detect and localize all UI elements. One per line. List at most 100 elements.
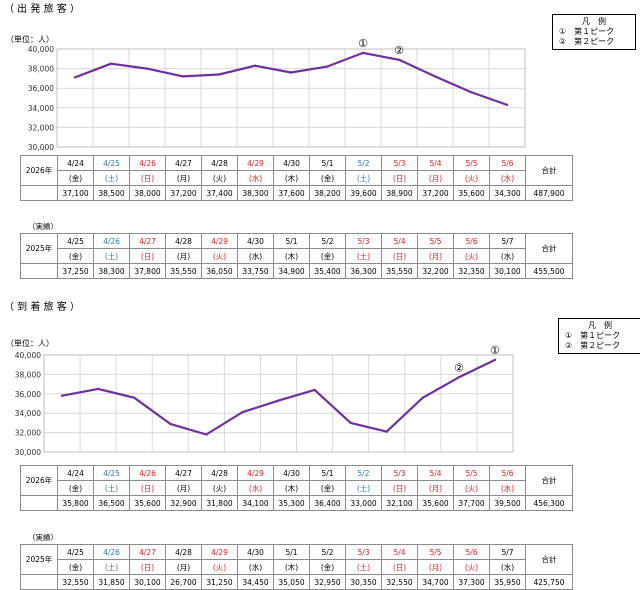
weekday-cell: (土) [345,480,382,496]
date-cell: 4/27 [129,544,166,560]
value-cell: 34,100 [237,495,274,511]
value-cell: 33,750 [237,263,274,279]
y-tick-label: 36,000 [28,84,54,93]
legend-item-peak-1: ① 第１ピーク [559,27,615,36]
weekday-cell: (金) [57,559,94,575]
value-cell: 32,350 [453,263,490,279]
date-cell: 5/3 [345,544,382,560]
arrival-2025-table: 2025年 4/25 4/26 4/27 4/28 4/29 4/30 5/1 5/2 5/3 5/… [20,544,573,590]
date-cell: 4/28 [165,544,202,560]
weekday-cell: (土) [93,480,130,496]
departure-section-title: （ 出 発 旅 客 ） [4,4,80,15]
value-cell: 32,550 [57,574,94,590]
data-point [349,421,352,425]
value-cell: 35,600 [129,495,166,511]
blank-cell [20,574,58,590]
total-value-cell: 456,300 [525,495,573,511]
y-tick-label: 38,000 [15,370,41,379]
weekday-cell: (月) [417,559,454,575]
date-cell: 5/6 [453,544,490,560]
legend-item-peak-1: ① 第１ピーク [565,331,621,340]
weekday-cell: (日) [381,559,418,575]
peak-marker: ② [394,44,404,57]
date-cell: 5/6 [489,465,526,481]
total-value-cell: 487,900 [525,185,573,201]
value-cell: 30,100 [129,574,166,590]
total-value-cell: 455,500 [525,263,573,279]
weekday-cell: (月) [165,480,202,496]
data-point [361,51,365,55]
data-point [289,71,293,74]
date-cell: 4/30 [273,465,310,481]
year-label-cell: 2025年 [20,544,58,575]
y-tick-label: 40,000 [15,351,41,360]
series-line [61,358,496,436]
peak-marker: ① [490,344,500,357]
table-row-dates: 2025年 4/25 4/26 4/27 4/28 4/29 4/30 5/1 5/2 5/3 5/… [20,233,573,264]
value-cell: 31,800 [201,495,238,511]
data-point [241,411,244,414]
data-point [277,399,280,402]
year-label-cell: 2026年 [20,465,58,496]
date-cell: 5/3 [381,465,418,481]
data-point [325,65,329,68]
y-tick-label: 40,000 [28,45,54,54]
table-row-values: 32,550 31,850 30,100 26,700 31,250 34,450 35,0… [20,574,573,590]
weekday-cell: (木) [273,480,310,496]
arrival-previous-header: （実績） [28,533,58,542]
arrival-unit-label: （単位：人） [6,339,54,348]
weekday-cell: (水) [489,480,526,496]
date-cell: 4/29 [237,465,274,481]
date-cell: 5/2 [309,544,346,560]
table-row-values: 37,100 38,500 38,000 37,200 37,400 38,300 37,6… [20,185,573,201]
total-value-cell: 425,750 [525,574,573,590]
departure-legend: 凡 例 ① 第１ピーク ② 第２ピーク [552,14,636,50]
data-point [217,73,221,76]
value-cell: 35,600 [417,495,454,511]
value-cell: 35,400 [309,263,346,279]
y-tick-label: 34,000 [28,104,54,113]
value-cell: 31,250 [201,574,238,590]
weekday-cell: (金) [309,480,346,496]
value-cell: 32,550 [381,574,418,590]
weekday-cell: (月) [165,559,202,575]
date-cell: 4/30 [237,544,274,560]
table-row-values: 35,800 36,500 35,600 32,900 31,800 34,100 35,3… [20,495,573,511]
departure-2026-table: 2026年 4/24 4/25 4/26 4/27 4/28 4/29 4/30 5/1 5/2 5… [20,155,573,201]
value-cell: 30,350 [345,574,382,590]
arrival-legend: 凡 例 ① 第１ピーク ② 第２ピーク [558,318,640,354]
legend-title: 凡 例 [588,321,612,330]
weekday-cell: (金) [57,480,94,496]
y-tick-label: 36,000 [15,390,41,399]
weekday-cell: (水) [237,480,274,496]
peak-marker: ① [358,37,368,50]
value-cell: 33,000 [345,495,382,511]
arrival-2026-table: 2026年 4/24 4/25 4/26 4/27 4/28 4/29 4/30 5/1 5/2 5… [20,465,573,511]
value-cell: 36,300 [345,263,382,279]
y-tick-label: 32,000 [28,123,54,132]
y-tick-label: 34,000 [15,409,41,418]
weekday-cell: (火) [453,559,490,575]
table-row-values: 37,250 38,300 37,800 35,550 36,050 33,750 34,9… [20,263,573,279]
value-cell: 37,700 [453,495,490,511]
arrival-section-title: （ 到 着 旅 客 ） [4,302,80,313]
data-point [313,388,316,392]
data-point [433,75,437,78]
data-point [421,396,425,399]
data-point [397,58,401,61]
peak-marker: ② [454,361,464,374]
value-cell: 32,900 [165,495,202,511]
weekday-cell: (水) [237,559,274,575]
weekday-cell: (日) [129,480,166,496]
legend-item-peak-2: ② 第２ピーク [559,37,615,46]
data-point [169,422,172,426]
data-point [469,90,473,94]
total-label-cell: 合計 [525,155,573,186]
data-point [493,358,497,362]
value-cell: 36,500 [93,495,130,511]
value-cell: 31,850 [93,574,130,590]
value-cell: 34,700 [417,574,454,590]
data-point [253,64,257,67]
date-cell: 4/24 [57,465,94,481]
value-cell: 35,950 [489,574,526,590]
